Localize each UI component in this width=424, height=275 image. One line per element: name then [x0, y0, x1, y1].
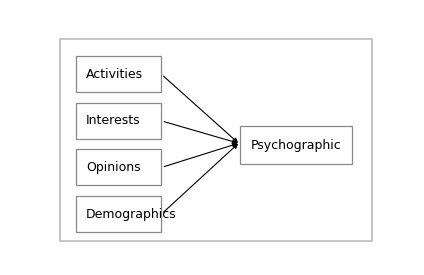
Text: Demographics: Demographics [86, 208, 177, 221]
Bar [76, 196, 162, 232]
Text: Interests: Interests [86, 114, 140, 127]
Bar [240, 126, 352, 164]
Bar [76, 149, 162, 185]
Bar [76, 103, 162, 139]
Text: Psychographic: Psychographic [251, 139, 342, 152]
Text: Activities: Activities [86, 68, 143, 81]
Bar [76, 56, 162, 92]
Text: Opinions: Opinions [86, 161, 140, 174]
